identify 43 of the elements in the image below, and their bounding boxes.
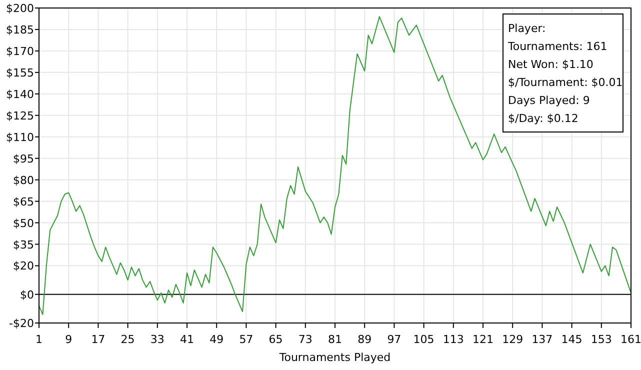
x-tick-label: 145 [561, 333, 582, 346]
y-tick-label: $125 [6, 109, 34, 122]
y-tick-label: $185 [6, 23, 34, 36]
y-tick-label: $140 [6, 88, 34, 101]
y-tick-label: $200 [6, 2, 34, 15]
annotation: Net Won: $1.10 [508, 58, 594, 71]
x-tick-label: 105 [413, 333, 434, 346]
y-tick-label: $170 [6, 44, 34, 58]
annotation: Tournaments: 161 [507, 40, 608, 53]
x-tick-label: 73 [298, 333, 312, 346]
annotation: Days Played: 9 [508, 94, 590, 107]
x-tick-label: 41 [180, 333, 194, 346]
annotation: Player: [508, 22, 546, 35]
y-tick-label: $20 [13, 260, 34, 273]
y-tick-label: $95 [13, 152, 34, 166]
x-tick-label: 113 [442, 333, 464, 346]
x-tick-label: 17 [91, 333, 106, 346]
y-tick-label: $80 [13, 174, 34, 187]
x-tick-label: 81 [328, 333, 342, 346]
y-tick-label: $0 [20, 288, 34, 302]
x-tick-label: 9 [65, 333, 72, 346]
annotation: $/Day: $0.12 [508, 112, 578, 125]
x-tick-label: 33 [150, 333, 164, 346]
x-tick-label: 65 [268, 333, 283, 346]
annotation: $/Tournament: $0.01 [508, 76, 623, 89]
y-tick-label: $110 [6, 130, 34, 144]
x-tick-label: 49 [210, 333, 224, 346]
y-tick-label: $65 [13, 195, 34, 208]
x-tick-label: 161 [620, 333, 641, 346]
y-tick-label: -$20 [9, 317, 34, 330]
x-tick-label: 1 [36, 333, 42, 346]
y-tick-label: $50 [13, 216, 34, 230]
x-axis-title: Tournaments Played [278, 351, 391, 364]
x-tick-label: 137 [532, 333, 553, 346]
x-tick-label: 153 [590, 333, 612, 346]
x-tick-label: 89 [358, 333, 372, 346]
x-tick-label: 25 [120, 333, 135, 346]
x-tick-label: 57 [239, 333, 254, 346]
x-tick-label: 129 [502, 333, 524, 346]
x-tick-label: 121 [472, 333, 494, 346]
y-tick-label: $35 [13, 238, 34, 252]
y-tick-label: $155 [6, 66, 34, 80]
x-tick-label: 97 [387, 333, 402, 346]
